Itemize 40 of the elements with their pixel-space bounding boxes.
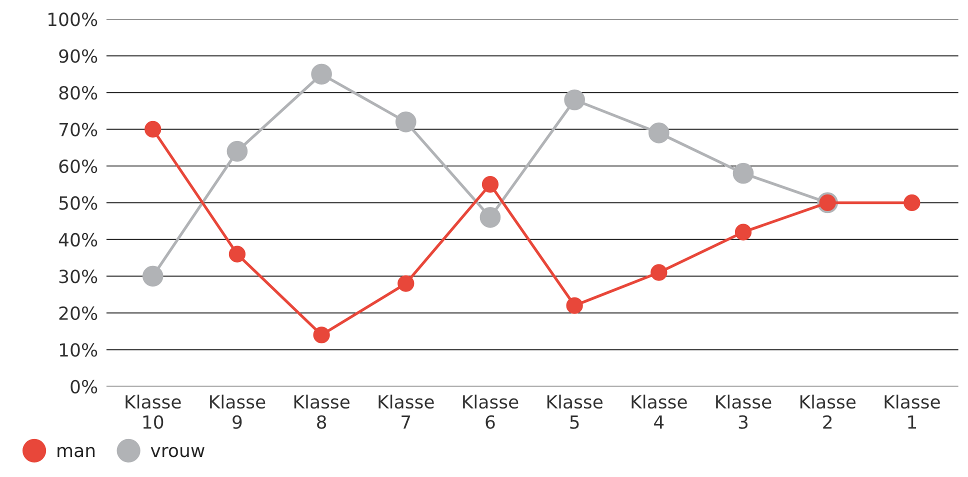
legend-label: vrouw (150, 446, 204, 458)
point (648, 122, 670, 144)
y-tick-label: 0% (70, 380, 98, 394)
x-tick-label: Klasse 6 (463, 394, 518, 429)
point (228, 246, 246, 262)
y-tick-label: 70% (59, 122, 98, 136)
point (395, 112, 416, 132)
point (144, 120, 162, 138)
point (566, 297, 583, 314)
x-tick-label: Klasse 3 (716, 394, 772, 429)
y-tick-label: 100% (48, 12, 98, 26)
legend-label: man (58, 446, 95, 458)
y-tick-label: 20% (59, 306, 98, 320)
point (480, 207, 501, 228)
point (226, 140, 248, 162)
x-tick-label: Klasse 10 (126, 394, 181, 429)
point (398, 275, 414, 292)
y-tick-label: 90% (59, 49, 98, 63)
x-tick-label: Klasse 5 (547, 394, 603, 429)
point (142, 266, 164, 287)
point (482, 176, 499, 193)
x-tick-label: Klasse 8 (294, 394, 350, 429)
y-tick-label: 30% (59, 270, 98, 284)
point (313, 326, 330, 344)
y-tick-label: 80% (59, 86, 98, 100)
x-tick-label: Klasse 4 (632, 394, 687, 429)
point (734, 224, 752, 240)
point (904, 194, 920, 212)
y-tick-label: 50% (59, 196, 98, 210)
point (650, 264, 668, 281)
x-tick-label: Klasse 2 (800, 394, 856, 429)
y-tick-label: 60% (59, 159, 98, 174)
x-tick-label: Klasse 7 (378, 394, 434, 429)
y-tick-label: 40% (58, 232, 98, 247)
point (564, 89, 585, 110)
point (311, 64, 332, 85)
point (732, 162, 754, 184)
x-tick-label: Klasse 1 (884, 394, 940, 429)
y-tick-label: 10% (60, 343, 98, 357)
x-tick-label: Klasse 9 (210, 394, 266, 429)
